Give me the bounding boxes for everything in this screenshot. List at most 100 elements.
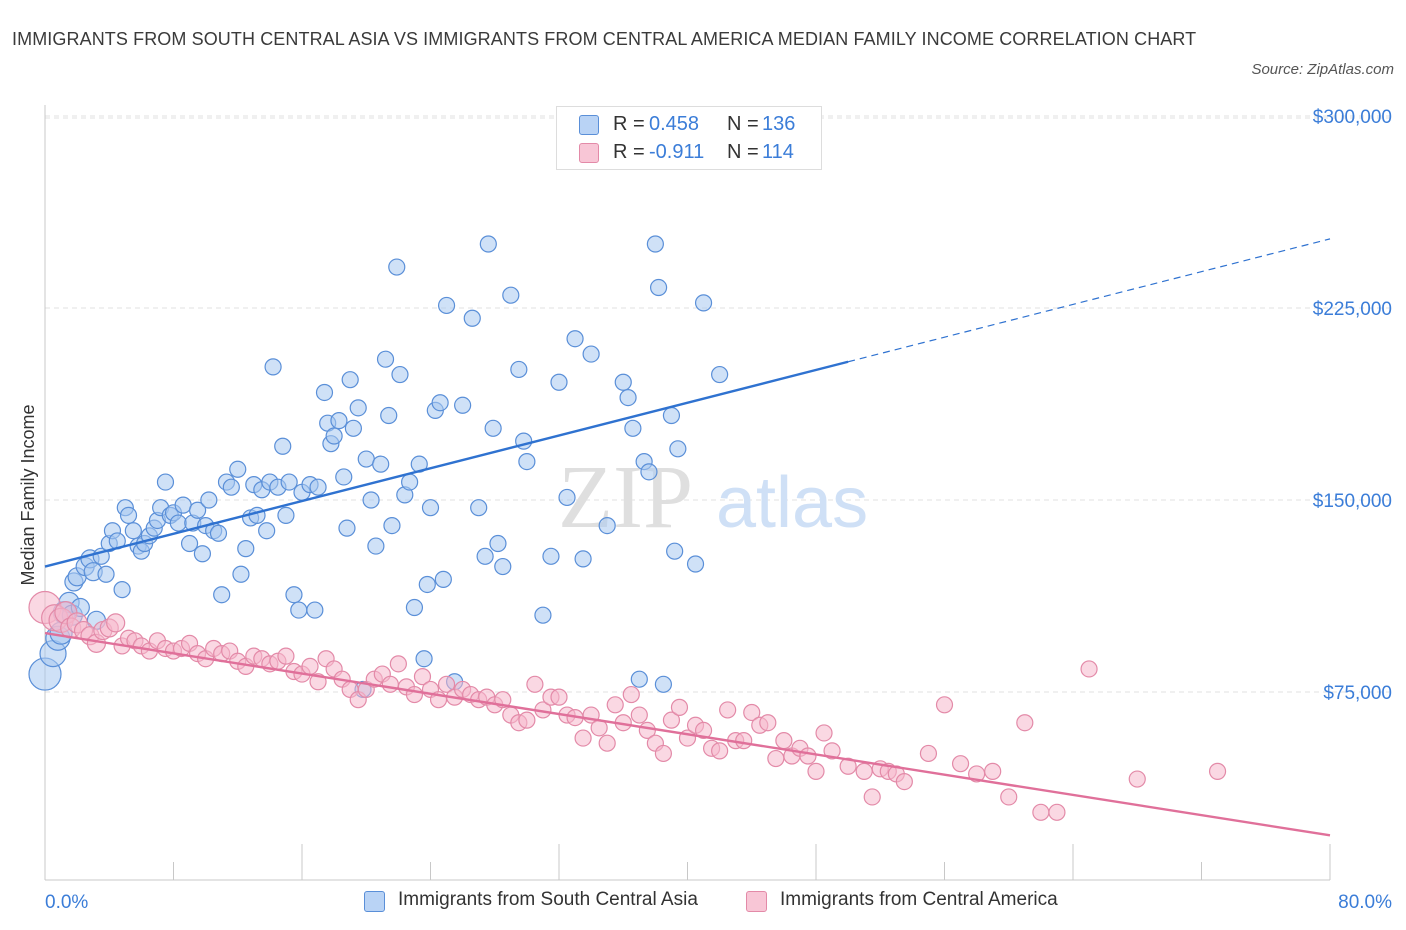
data-point xyxy=(248,506,266,524)
data-point xyxy=(357,450,375,468)
legend-n-label: N = xyxy=(727,141,759,163)
source-label: Source: ZipAtlas.com xyxy=(1251,61,1394,78)
data-point xyxy=(415,650,433,668)
data-point xyxy=(434,570,452,588)
data-point xyxy=(694,294,713,312)
data-point xyxy=(582,345,600,363)
data-point xyxy=(274,437,292,455)
data-point xyxy=(405,598,424,617)
data-point xyxy=(767,749,785,768)
data-point xyxy=(405,685,424,704)
data-point xyxy=(470,499,488,517)
data-point xyxy=(388,258,406,276)
series-central-america xyxy=(28,590,1227,821)
data-point xyxy=(799,747,817,765)
watermark-zip: ZIP xyxy=(558,448,693,547)
data-point xyxy=(694,721,713,740)
data-point xyxy=(711,365,729,384)
legend-swatch-pink xyxy=(579,143,599,163)
data-point xyxy=(335,468,353,486)
data-point xyxy=(550,373,568,391)
data-point xyxy=(646,235,664,253)
data-point xyxy=(306,601,324,619)
y-tick-label: $75,000 xyxy=(1323,683,1392,704)
data-point xyxy=(526,675,544,693)
data-point xyxy=(711,742,729,760)
data-point xyxy=(156,473,175,491)
data-point xyxy=(315,383,334,402)
bottom-legend-label-pink: Immigrants from Central America xyxy=(780,889,1058,910)
data-point xyxy=(630,706,648,724)
data-point xyxy=(193,545,212,563)
data-point xyxy=(277,506,295,524)
data-point xyxy=(1016,714,1034,732)
data-point xyxy=(666,542,684,560)
data-point xyxy=(309,478,327,496)
data-point xyxy=(479,235,497,253)
data-point xyxy=(344,419,362,437)
trend-line-blue-extension xyxy=(847,238,1331,363)
data-point xyxy=(1128,770,1146,788)
data-point xyxy=(654,744,673,763)
data-point xyxy=(550,688,568,706)
data-point xyxy=(389,655,407,673)
data-point xyxy=(489,534,507,553)
data-point xyxy=(421,499,440,517)
data-point xyxy=(437,296,456,315)
data-point xyxy=(510,360,528,379)
legend-n-value: 114 xyxy=(762,141,794,163)
data-point xyxy=(237,540,255,558)
data-point xyxy=(984,762,1002,780)
data-point xyxy=(381,675,399,693)
data-point xyxy=(670,698,689,716)
data-point xyxy=(855,762,873,780)
grid-lines xyxy=(45,115,1392,693)
data-point xyxy=(518,711,536,729)
data-point xyxy=(518,453,536,471)
data-point xyxy=(169,514,187,532)
data-point xyxy=(863,788,881,806)
trend-line-pink xyxy=(44,631,1331,837)
data-point xyxy=(534,606,552,624)
data-point xyxy=(380,406,398,425)
trend-line-blue xyxy=(44,360,849,568)
data-point xyxy=(895,772,913,791)
data-point xyxy=(413,668,432,686)
data-point xyxy=(1000,788,1018,806)
data-point xyxy=(97,565,115,583)
data-point xyxy=(372,455,390,473)
bottom-legend-label-blue: Immigrants from South Central Asia xyxy=(398,889,698,910)
watermark-atlas: atlas xyxy=(716,463,868,543)
data-point xyxy=(558,488,576,507)
data-point xyxy=(542,547,560,565)
data-point xyxy=(124,522,142,540)
data-point xyxy=(277,647,295,665)
data-point xyxy=(566,330,584,348)
data-point xyxy=(669,440,687,458)
data-point xyxy=(301,657,319,676)
data-point xyxy=(209,524,228,542)
data-point xyxy=(418,575,436,594)
data-point xyxy=(598,734,616,752)
data-point xyxy=(113,580,131,599)
data-point xyxy=(775,732,793,750)
data-point xyxy=(574,550,592,568)
data-point xyxy=(180,534,199,553)
data-point xyxy=(640,463,658,481)
data-point xyxy=(1032,803,1050,821)
data-point xyxy=(229,460,247,478)
data-point xyxy=(951,755,970,773)
trend-lines xyxy=(44,238,1331,837)
data-point xyxy=(338,519,356,537)
data-point xyxy=(624,419,642,437)
correlation-legend: R = 0.458 N = 136 R = -0.911 N = 114 xyxy=(556,106,822,170)
data-point xyxy=(839,757,857,775)
data-point xyxy=(222,478,240,496)
data-point xyxy=(743,703,761,722)
data-point xyxy=(935,696,954,714)
data-point xyxy=(1208,762,1227,780)
legend-n-value: 136 xyxy=(762,113,796,135)
data-point xyxy=(1080,660,1098,678)
data-point xyxy=(476,547,494,565)
